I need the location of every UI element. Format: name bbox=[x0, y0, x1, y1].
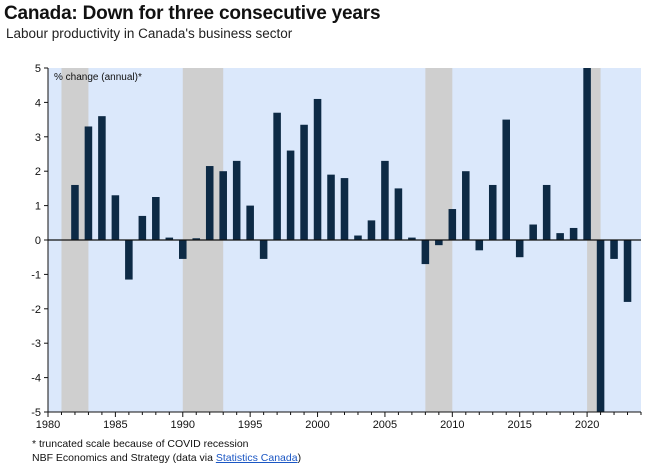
bar-2007 bbox=[408, 237, 416, 240]
bar-1985 bbox=[111, 195, 120, 240]
source-line: NBF Economics and Strategy (data via Sta… bbox=[32, 452, 301, 464]
bar-2019 bbox=[569, 227, 578, 240]
bar-2011 bbox=[462, 171, 470, 240]
bar-2003 bbox=[354, 235, 362, 240]
bar-2002 bbox=[340, 178, 349, 240]
y-tick-label: 4 bbox=[35, 97, 41, 109]
y-tick-label: 2 bbox=[35, 166, 41, 178]
x-tick-label: 2010 bbox=[440, 419, 464, 431]
y-tick-label: -4 bbox=[31, 373, 41, 385]
x-tick-label: 1985 bbox=[103, 419, 127, 431]
bar-2015 bbox=[515, 240, 524, 258]
y-tick-label: -1 bbox=[31, 269, 41, 281]
y-tick-label: 1 bbox=[35, 201, 41, 213]
bar-2010 bbox=[448, 209, 457, 240]
bar-1987 bbox=[138, 215, 147, 240]
bar-2021 bbox=[596, 240, 605, 412]
bar-2006 bbox=[394, 188, 403, 240]
bar-1990 bbox=[178, 240, 187, 259]
bar-2004 bbox=[367, 220, 376, 240]
x-tick-label: 1990 bbox=[171, 419, 195, 431]
y-tick-label: 3 bbox=[35, 132, 41, 144]
bar-2009 bbox=[435, 240, 443, 246]
bar-2001 bbox=[327, 174, 335, 240]
bar-1983 bbox=[84, 126, 93, 240]
bar-2000 bbox=[313, 98, 322, 241]
bar-1997 bbox=[273, 112, 281, 240]
bar-2022 bbox=[610, 240, 618, 259]
bar-1992 bbox=[205, 166, 214, 240]
bar-1996 bbox=[259, 240, 268, 259]
bar-1994 bbox=[232, 160, 241, 240]
bar-2018 bbox=[556, 233, 564, 240]
bar-2005 bbox=[381, 160, 389, 240]
bar-2023 bbox=[623, 240, 632, 302]
y-tick-label: -2 bbox=[31, 304, 41, 316]
y-tick-label: -3 bbox=[31, 338, 41, 350]
y-tick-label: -5 bbox=[31, 407, 41, 419]
bar-2013 bbox=[488, 184, 497, 240]
bar-2020 bbox=[583, 68, 591, 240]
bar-1999 bbox=[300, 124, 308, 240]
y-tick-label: 5 bbox=[35, 63, 41, 75]
bar-2008 bbox=[421, 240, 430, 265]
bar-1998 bbox=[286, 150, 295, 240]
bar-1986 bbox=[125, 240, 133, 280]
bar-1991 bbox=[192, 238, 201, 240]
bar-2017 bbox=[542, 184, 551, 240]
x-tick-label: 2000 bbox=[305, 419, 329, 431]
x-tick-label: 2015 bbox=[507, 419, 531, 431]
statistics-canada-link[interactable]: Statistics Canada bbox=[215, 452, 298, 464]
chart-title: Canada: Down for three consecutive years bbox=[4, 3, 381, 24]
bar-1984 bbox=[98, 116, 106, 240]
y-axis-label: % change (annual)* bbox=[54, 72, 142, 83]
bar-1989 bbox=[165, 237, 174, 240]
chart-subtitle: Labour productivity in Canada's business… bbox=[6, 26, 293, 41]
bar-1988 bbox=[152, 197, 160, 240]
y-tick-label: 0 bbox=[35, 235, 41, 247]
bar-2016 bbox=[529, 224, 537, 240]
bar-2012 bbox=[475, 240, 484, 251]
source-prefix: NBF Economics and Strategy (data via bbox=[32, 452, 216, 464]
x-tick-label: 1980 bbox=[36, 419, 60, 431]
bar-1993 bbox=[219, 171, 227, 240]
x-tick-label: 2005 bbox=[373, 419, 397, 431]
bar-1982 bbox=[71, 184, 79, 240]
bar-1995 bbox=[246, 205, 254, 240]
x-tick-label: 2020 bbox=[575, 419, 599, 431]
footnote: * truncated scale because of COVID reces… bbox=[32, 438, 249, 450]
bar-2014 bbox=[502, 119, 511, 240]
x-tick-label: 1995 bbox=[238, 419, 262, 431]
source-suffix: ) bbox=[297, 452, 302, 464]
